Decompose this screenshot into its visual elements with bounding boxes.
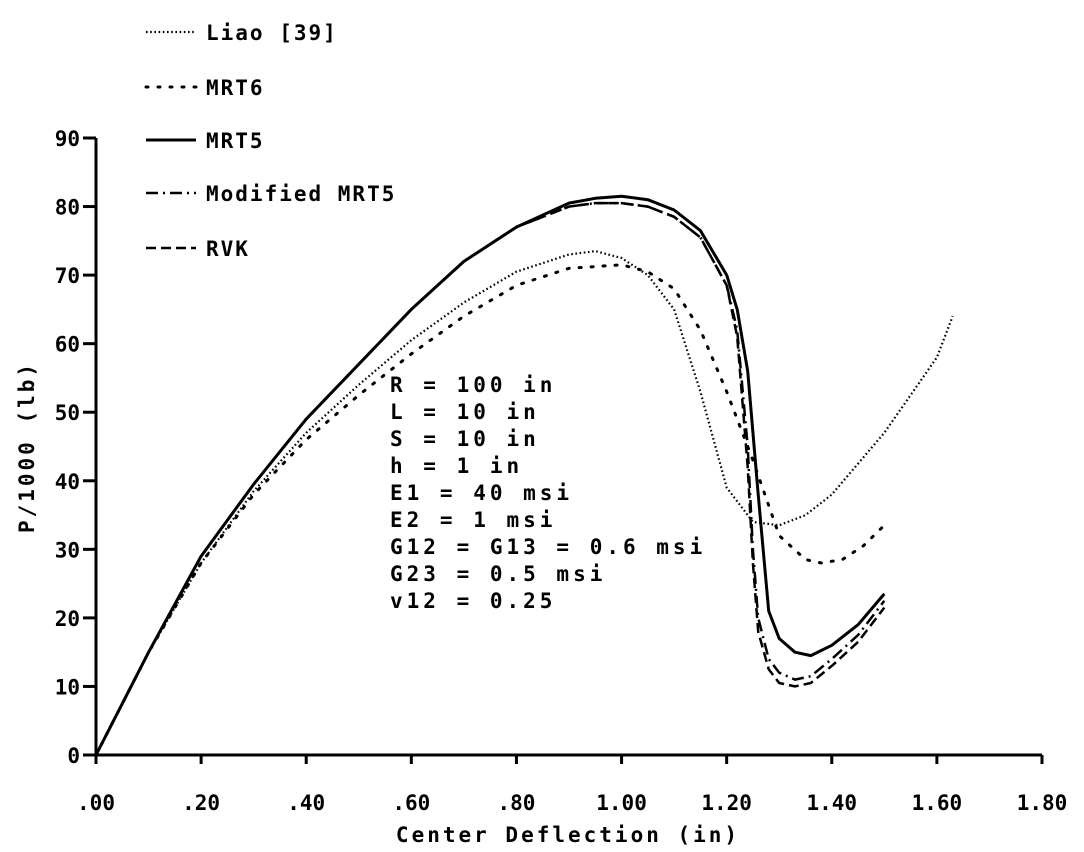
parameter-annotations: R = 100 in L = 10 in S = 10 in h = 1 in E1 =… [390, 373, 706, 613]
x-tick-label: .80 [497, 791, 535, 815]
x-axis-title: Center Deflection (in) [396, 823, 740, 847]
y-tick-label: 0 [67, 744, 80, 768]
parameter-line: G12 = G13 = 0.6 msi [390, 535, 706, 559]
y-tick-label: 40 [55, 470, 80, 494]
parameter-line: R = 100 in [390, 373, 556, 397]
series-line [95, 250, 954, 756]
y-tick-label: 80 [55, 196, 80, 220]
series-lines [94, 194, 954, 757]
y-tick-label: 10 [55, 675, 80, 699]
legend-label: MRT5 [206, 129, 265, 153]
parameter-line: v12 = 0.25 [390, 589, 556, 613]
parameter-line: E1 = 40 msi [390, 481, 573, 505]
x-tick-label: 1.00 [596, 791, 647, 815]
parameter-line: L = 10 in [390, 400, 540, 424]
y-tick-label: 20 [55, 607, 80, 631]
legend-label: RVK [206, 237, 250, 261]
x-tick-label: 1.20 [701, 791, 752, 815]
x-tick-label: 1.60 [912, 791, 963, 815]
y-axis-title: P/1000 (lb) [15, 361, 39, 533]
y-tick-label: 90 [55, 127, 80, 151]
x-tick-label: .00 [77, 791, 115, 815]
legend: Liao [39] MRT6 MRT5 Modified MRT5 RVK [144, 21, 396, 261]
y-tick-label: 60 [55, 333, 80, 357]
parameter-line: S = 10 in [390, 427, 540, 451]
y-tick-label: 30 [55, 538, 80, 562]
legend-label: Liao [39] [206, 21, 338, 45]
y-tick-label: 70 [55, 264, 80, 288]
x-tick-label: 1.80 [1017, 791, 1068, 815]
parameter-line: h = 1 in [390, 454, 523, 478]
x-tick-label: .20 [182, 791, 220, 815]
x-tick-label: .40 [287, 791, 325, 815]
y-ticks: 0 10 20 30 40 50 60 70 80 90 [55, 127, 96, 768]
x-tick-label: 1.40 [806, 791, 857, 815]
parameter-line: G23 = 0.5 msi [390, 562, 606, 586]
y-tick-label: 50 [55, 401, 80, 425]
series-line [94, 201, 886, 756]
legend-label: MRT6 [206, 76, 265, 100]
x-tick-label: .60 [392, 791, 430, 815]
x-ticks: .00 .20 .40 .60 .80 1.00 1.20 1.40 1.60 1.80 [77, 755, 1067, 815]
legend-label: Modified MRT5 [206, 182, 396, 206]
parameter-line: E2 = 1 msi [390, 508, 556, 532]
